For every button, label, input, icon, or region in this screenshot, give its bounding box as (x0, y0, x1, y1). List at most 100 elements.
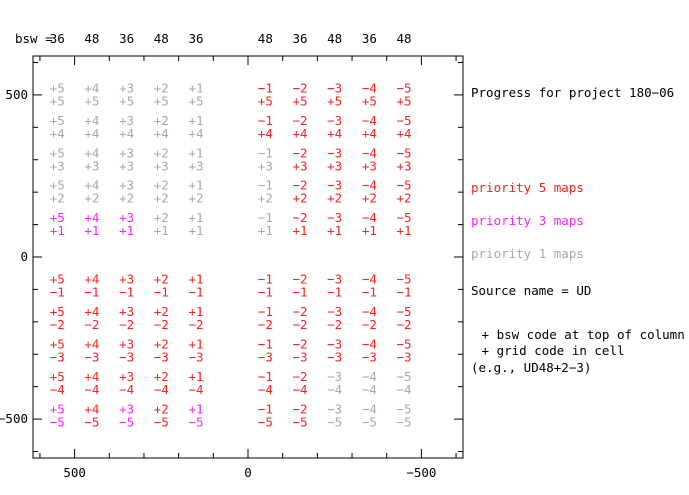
cell-row-code: +1 (84, 223, 99, 238)
cell-row-code: −1 (327, 285, 342, 300)
cell-row-code: −4 (154, 382, 169, 397)
grid-cell: −5−4 (397, 369, 412, 397)
cell-row-code: −3 (154, 350, 169, 365)
note-line-1: Source name = UD (471, 283, 591, 298)
cell-row-code: −4 (50, 382, 65, 397)
cell-row-code: −2 (188, 317, 203, 332)
cell-row-code: +2 (119, 191, 134, 206)
grid-cell: +3−1 (119, 272, 134, 300)
cell-column-code: +3 (119, 304, 134, 319)
grid-cell: +5+2 (50, 178, 65, 206)
grid-cell: +1+3 (188, 145, 203, 173)
cell-row-code: −2 (292, 317, 307, 332)
grid-cell: +3+1 (119, 210, 134, 238)
grid-cell: +5−3 (50, 337, 65, 365)
side-annotations: Progress for project 180−06 priority 5 m… (471, 85, 685, 375)
cell-column-code: −4 (362, 369, 377, 384)
cell-column-code: +2 (154, 304, 169, 319)
note-line-2: + bsw code at top of column (474, 327, 685, 342)
cell-row-code: +5 (50, 93, 65, 108)
grid-cell: +2+5 (154, 80, 169, 108)
grid-cells: +5+5+4+5+3+5+2+5+1+5−1+5−2+5−3+5−4+5−5+5… (50, 80, 412, 429)
grid-cell: +3+2 (119, 178, 134, 206)
cell-row-code: −5 (258, 414, 273, 429)
grid-cell: −1−1 (258, 272, 273, 300)
cell-row-code: +5 (362, 93, 377, 108)
cell-row-code: +4 (50, 126, 65, 141)
cell-row-code: −4 (397, 382, 412, 397)
bsw-code: 36 (292, 31, 307, 46)
grid-cell: −4−1 (362, 272, 377, 300)
grid-cell: −3+4 (327, 113, 342, 141)
cell-row-code: +5 (119, 93, 134, 108)
cell-column-code: −1 (258, 304, 273, 319)
grid-cell: −5+2 (397, 178, 412, 206)
cell-column-code: −1 (258, 80, 273, 95)
cell-row-code: −5 (188, 414, 203, 429)
cell-row-code: −1 (84, 285, 99, 300)
grid-cell: +4+4 (84, 113, 99, 141)
grid-cell: +4+3 (84, 145, 99, 173)
cell-column-code: −3 (327, 145, 342, 160)
cell-column-code: −1 (258, 178, 273, 193)
cell-column-code: −1 (258, 337, 273, 352)
cell-row-code: +4 (188, 126, 203, 141)
x-tick-label: 0 (244, 465, 252, 480)
cell-row-code: −4 (188, 382, 203, 397)
cell-row-code: +4 (362, 126, 377, 141)
cell-row-code: −5 (397, 414, 412, 429)
cell-row-code: +2 (84, 191, 99, 206)
cell-column-code: +5 (50, 272, 65, 287)
grid-cell: −2−4 (292, 369, 307, 397)
cell-column-code: +5 (50, 369, 65, 384)
cell-column-code: +1 (188, 369, 203, 384)
cell-column-code: −5 (397, 80, 412, 95)
cell-column-code: +1 (188, 113, 203, 128)
cell-row-code: +3 (362, 158, 377, 173)
cell-row-code: −4 (258, 382, 273, 397)
cell-row-code: −3 (362, 350, 377, 365)
cell-column-code: −2 (292, 210, 307, 225)
cell-column-code: −3 (327, 369, 342, 384)
grid-cell: +4+5 (84, 80, 99, 108)
cell-row-code: −1 (154, 285, 169, 300)
cell-column-code: −4 (362, 80, 377, 95)
cell-column-code: +4 (84, 113, 99, 128)
cell-column-code: −5 (397, 401, 412, 416)
cell-column-code: +4 (84, 401, 99, 416)
cell-row-code: −2 (154, 317, 169, 332)
cell-row-code: +3 (84, 158, 99, 173)
cell-column-code: −3 (327, 178, 342, 193)
grid-cell: +4−3 (84, 337, 99, 365)
cell-column-code: −5 (397, 145, 412, 160)
grid-cell: +4−5 (84, 401, 99, 429)
cell-row-code: +5 (258, 93, 273, 108)
bsw-code: 48 (258, 31, 273, 46)
grid-cell: −3−4 (327, 369, 342, 397)
grid-cell: −1+2 (258, 178, 273, 206)
cell-row-code: +1 (327, 223, 342, 238)
cell-column-code: +4 (84, 304, 99, 319)
grid-cell: +2−5 (154, 401, 169, 429)
cell-column-code: +2 (154, 369, 169, 384)
grid-cell: +1−1 (188, 272, 203, 300)
cell-column-code: −1 (258, 113, 273, 128)
grid-cell: −2−2 (292, 304, 307, 332)
cell-column-code: +2 (154, 145, 169, 160)
grid-cell: −4+1 (362, 210, 377, 238)
cell-row-code: −4 (362, 382, 377, 397)
grid-cell: −3−2 (327, 304, 342, 332)
grid-cell: +1−2 (188, 304, 203, 332)
cell-row-code: +4 (397, 126, 412, 141)
cell-column-code: +4 (84, 145, 99, 160)
bsw-code: 36 (50, 31, 65, 46)
cell-row-code: +1 (362, 223, 377, 238)
cell-column-code: +5 (50, 401, 65, 416)
cell-row-code: +2 (292, 191, 307, 206)
cell-column-code: +1 (188, 145, 203, 160)
grid-cell: −2+1 (292, 210, 307, 238)
cell-column-code: −3 (327, 304, 342, 319)
grid-cell: +2−4 (154, 369, 169, 397)
grid-cell: +1+5 (188, 80, 203, 108)
cell-column-code: −2 (292, 337, 307, 352)
